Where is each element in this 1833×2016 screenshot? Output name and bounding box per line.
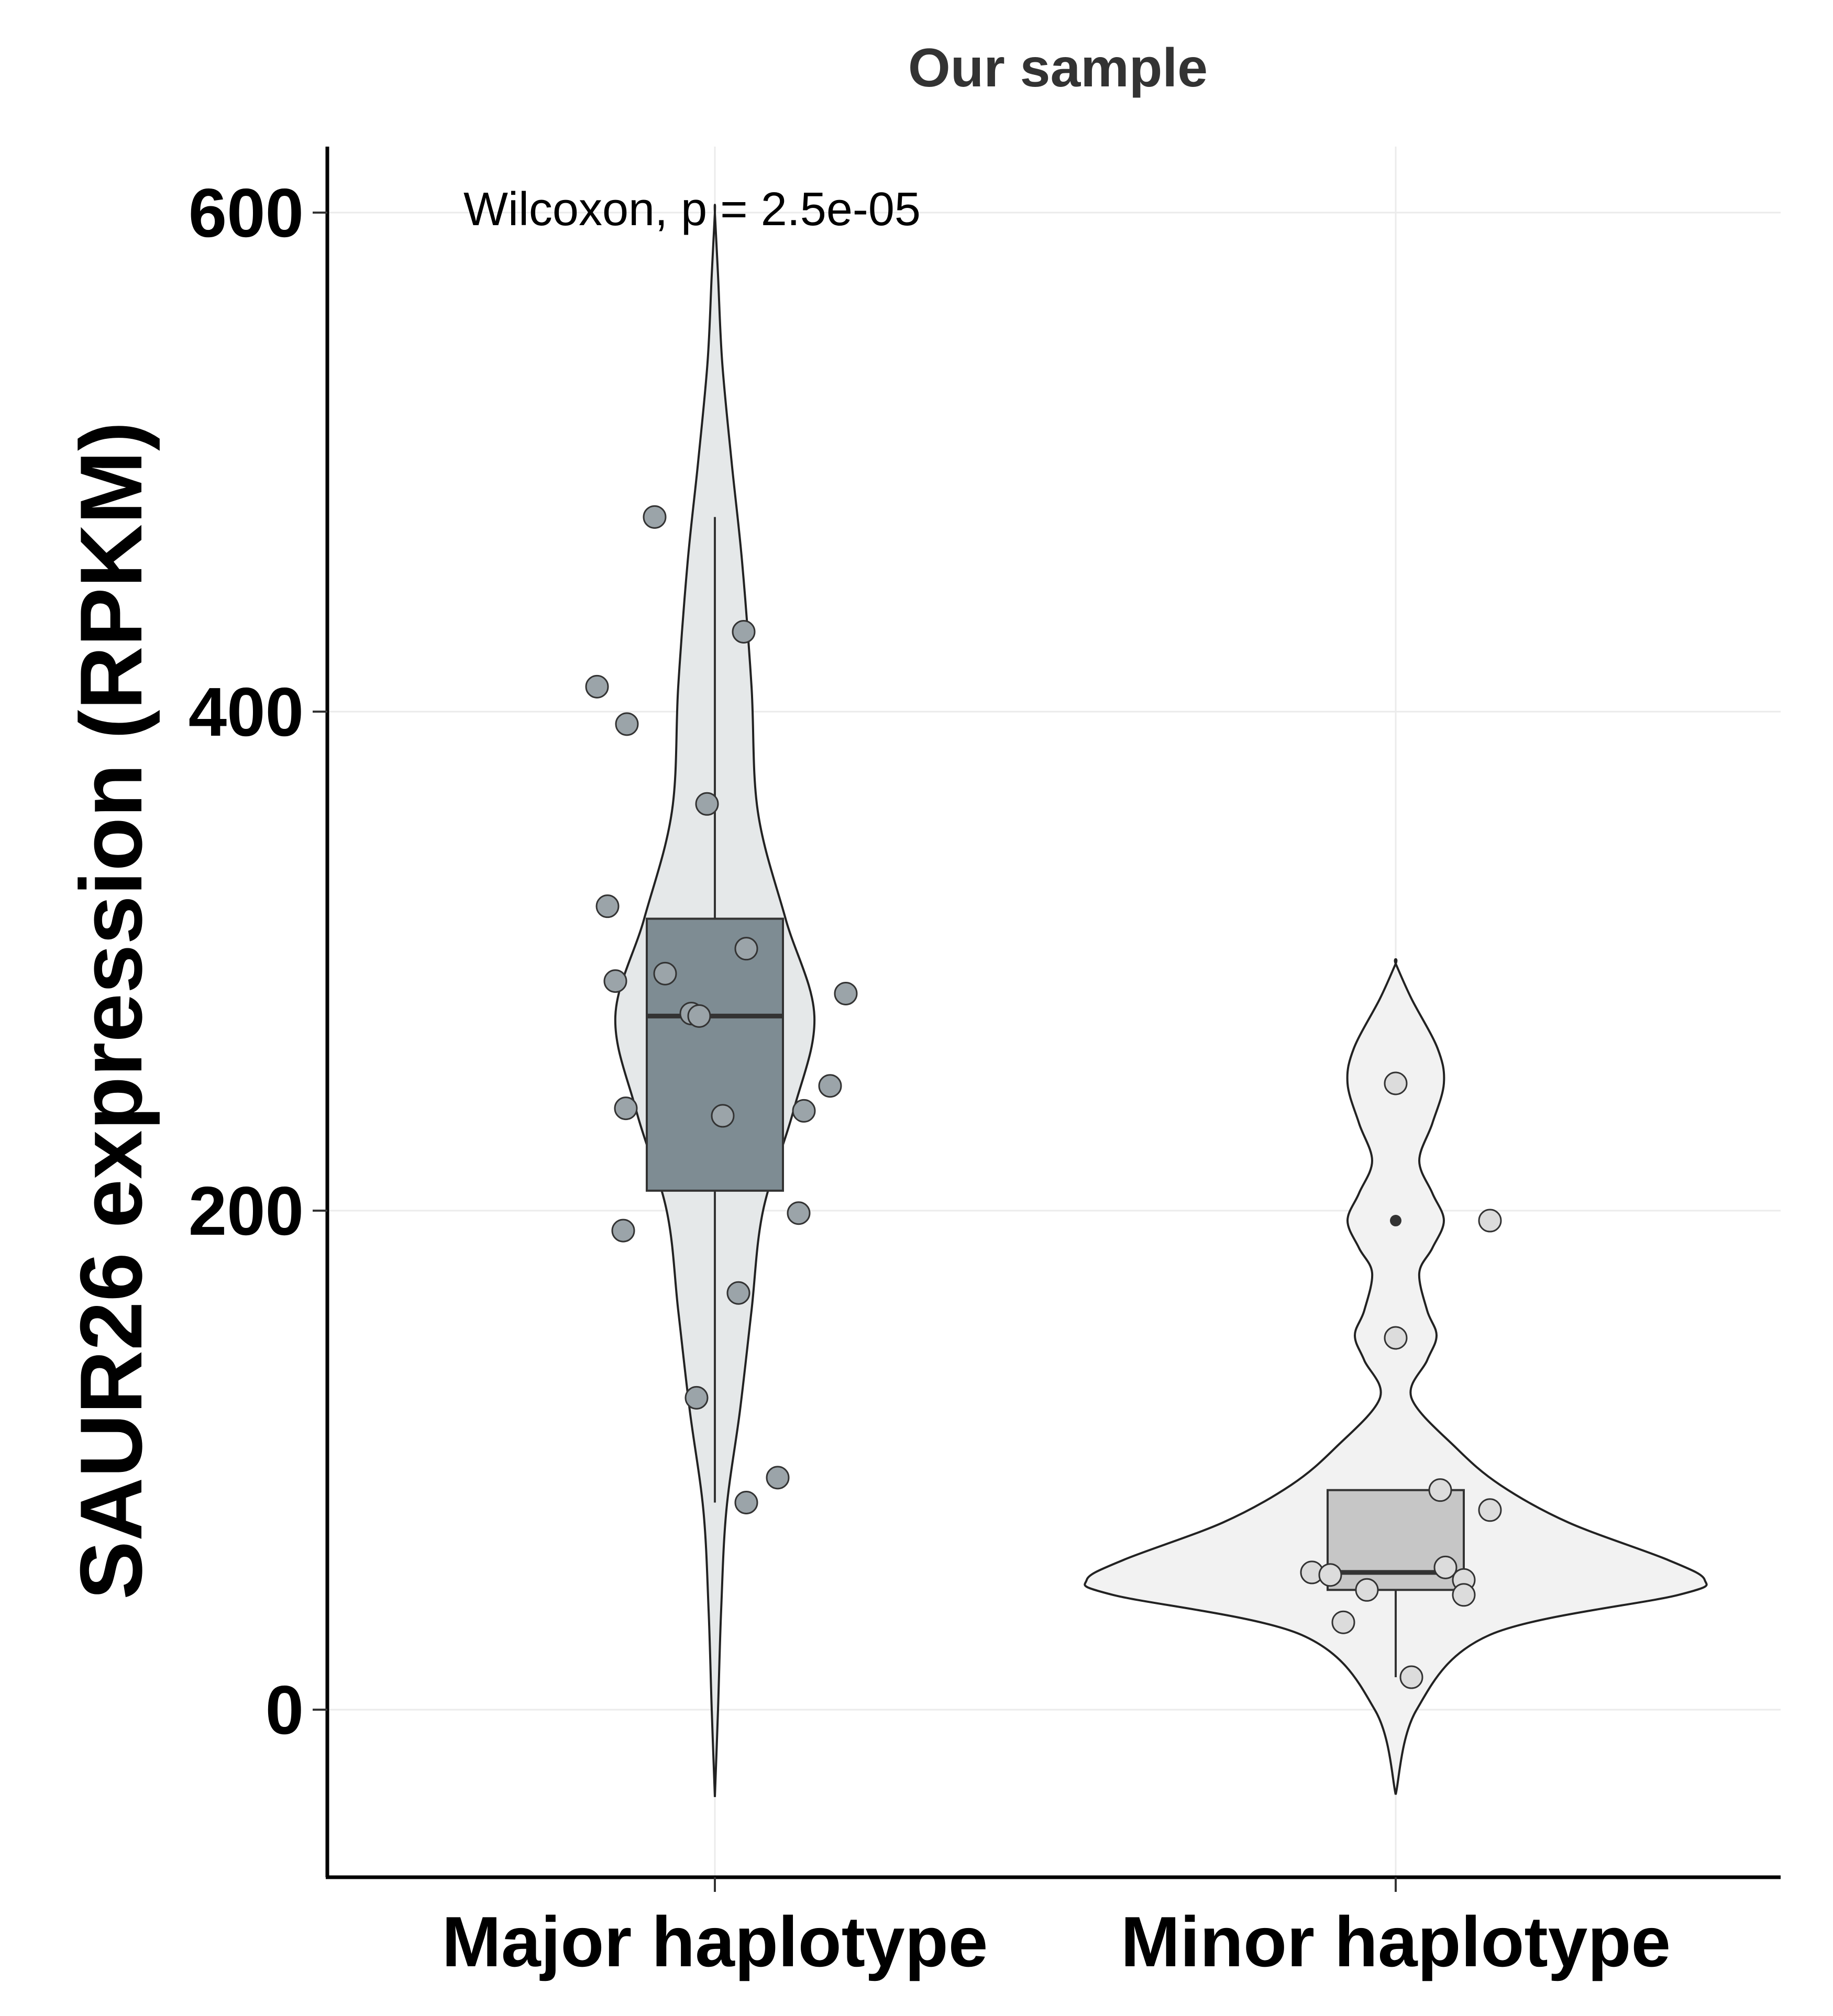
data-point xyxy=(614,1096,638,1121)
data-point xyxy=(615,712,639,736)
data-point xyxy=(1384,1071,1408,1095)
data-point xyxy=(1399,1665,1423,1689)
wilcoxon-annotation: Wilcoxon, p = 2.5e-05 xyxy=(463,183,921,236)
data-point xyxy=(1478,1498,1502,1522)
data-point xyxy=(1433,1555,1457,1579)
data-point xyxy=(792,1099,816,1123)
data-point xyxy=(595,894,620,918)
data-point xyxy=(732,620,756,644)
data-point xyxy=(585,674,609,699)
data-point xyxy=(1384,1326,1408,1350)
data-point xyxy=(734,1491,758,1515)
chart-title: Our sample xyxy=(908,38,1208,98)
x-tick-label: Minor haplotype xyxy=(1121,1902,1671,1981)
data-point xyxy=(1331,1610,1355,1634)
data-point xyxy=(726,1281,750,1305)
y-tick-label: 600 xyxy=(189,174,304,251)
y-tick-label: 0 xyxy=(266,1671,304,1748)
data-point xyxy=(1452,1583,1476,1607)
data-point xyxy=(734,937,758,961)
outlier-point xyxy=(1390,1215,1401,1227)
data-point xyxy=(1318,1563,1342,1587)
data-point xyxy=(818,1074,842,1098)
violin-minor xyxy=(1084,958,1708,1795)
axes: 0 200 400 600 Major haplotype Minor haplotype xyxy=(189,147,1781,1981)
data-point xyxy=(687,1004,711,1028)
boxplots xyxy=(646,517,1465,1678)
data-point xyxy=(653,961,677,985)
data-point xyxy=(787,1201,811,1225)
data-point xyxy=(1478,1209,1502,1233)
data-point xyxy=(611,1219,635,1243)
jitter-points xyxy=(585,505,1502,1689)
box-iqr xyxy=(646,917,784,1192)
data-point xyxy=(695,792,719,816)
x-tick-label: Major haplotype xyxy=(442,1902,988,1981)
y-tick-label: 200 xyxy=(189,1172,304,1249)
data-point xyxy=(834,981,858,1005)
data-point xyxy=(643,505,667,529)
data-point xyxy=(1428,1478,1452,1502)
data-point xyxy=(766,1466,790,1490)
data-point xyxy=(711,1104,735,1128)
gridlines xyxy=(327,147,1781,1877)
y-axis-label: SAUR26 expression (RPKM) xyxy=(62,422,160,1600)
data-point xyxy=(684,1386,709,1410)
data-point xyxy=(1355,1578,1379,1602)
y-tick-label: 400 xyxy=(189,673,304,750)
data-point xyxy=(603,969,627,993)
